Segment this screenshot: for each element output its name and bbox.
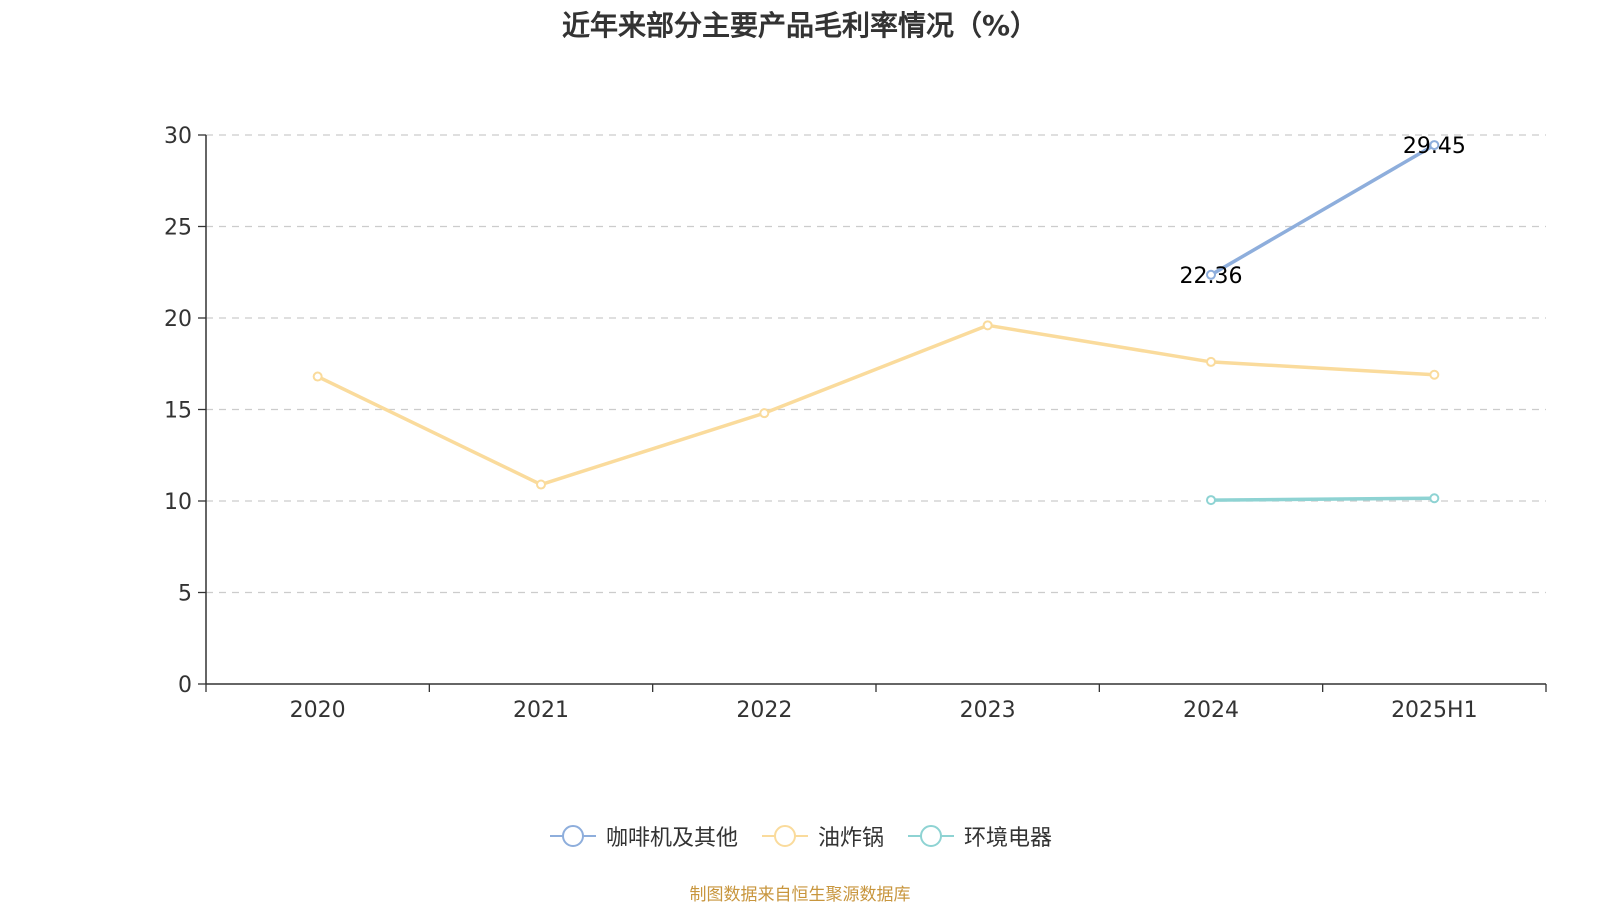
data-point <box>536 479 546 490</box>
grid-lines <box>206 134 1546 594</box>
y-tick-label: 25 <box>164 216 192 241</box>
data-points <box>312 140 1440 506</box>
series-lines <box>316 143 1436 502</box>
legend-label: 环境电器 <box>964 826 1053 851</box>
y-tick-label: 15 <box>164 399 192 424</box>
legend-label: 咖啡机及其他 <box>605 826 738 851</box>
data-labels: 22.36 29.45 <box>1180 134 1466 289</box>
legend-swatch-marker <box>773 825 796 847</box>
data-point <box>1429 493 1440 504</box>
data-label: 29.45 <box>1403 134 1466 159</box>
y-tick-label: 10 <box>164 490 192 515</box>
legend-swatch-icon <box>761 825 808 847</box>
series-line <box>316 323 1435 487</box>
series-line <box>1210 496 1435 502</box>
x-tick-label: 2022 <box>736 698 792 723</box>
data-label: 22.36 <box>1180 264 1243 289</box>
series-line <box>1210 143 1436 277</box>
data-point <box>1206 269 1216 280</box>
chart-title: 近年来部分主要产品毛利率情况（%） <box>561 9 1039 42</box>
data-point <box>1429 140 1440 151</box>
axes: 0 5 10 15 20 25 30 2020 2021 2022 2023 2024 2025H1 <box>164 124 1547 723</box>
data-point <box>759 408 770 419</box>
legend: 咖啡机及其他 油炸锅 环境电器 <box>0 820 1600 852</box>
y-tick-label: 20 <box>164 307 192 332</box>
data-point <box>1206 356 1216 367</box>
y-tick-label: 30 <box>164 124 192 149</box>
legend-label: 油炸锅 <box>817 826 884 851</box>
data-point <box>1429 369 1440 380</box>
data-point <box>982 320 993 331</box>
y-tick-label: 5 <box>178 582 192 607</box>
x-tick-label: 2020 <box>290 698 346 723</box>
legend-item[interactable]: 咖啡机及其他 <box>548 820 738 852</box>
source-note: 制图数据来自恒生聚源数据库 <box>689 885 911 905</box>
legend-swatch-marker <box>561 825 584 847</box>
x-tick-label: 2021 <box>513 698 569 723</box>
x-tick-label: 2023 <box>960 698 1016 723</box>
x-tick-label: 2025H1 <box>1391 698 1478 723</box>
data-point <box>1206 495 1216 506</box>
legend-item[interactable]: 油炸锅 <box>760 820 884 852</box>
x-tick-label: 2024 <box>1183 698 1239 723</box>
legend-swatch-icon <box>908 825 954 847</box>
data-point <box>312 371 323 382</box>
legend-swatch-icon <box>549 825 596 847</box>
legend-item[interactable]: 环境电器 <box>906 820 1052 852</box>
legend-swatch-marker <box>920 825 942 847</box>
y-tick-label: 0 <box>178 673 192 698</box>
